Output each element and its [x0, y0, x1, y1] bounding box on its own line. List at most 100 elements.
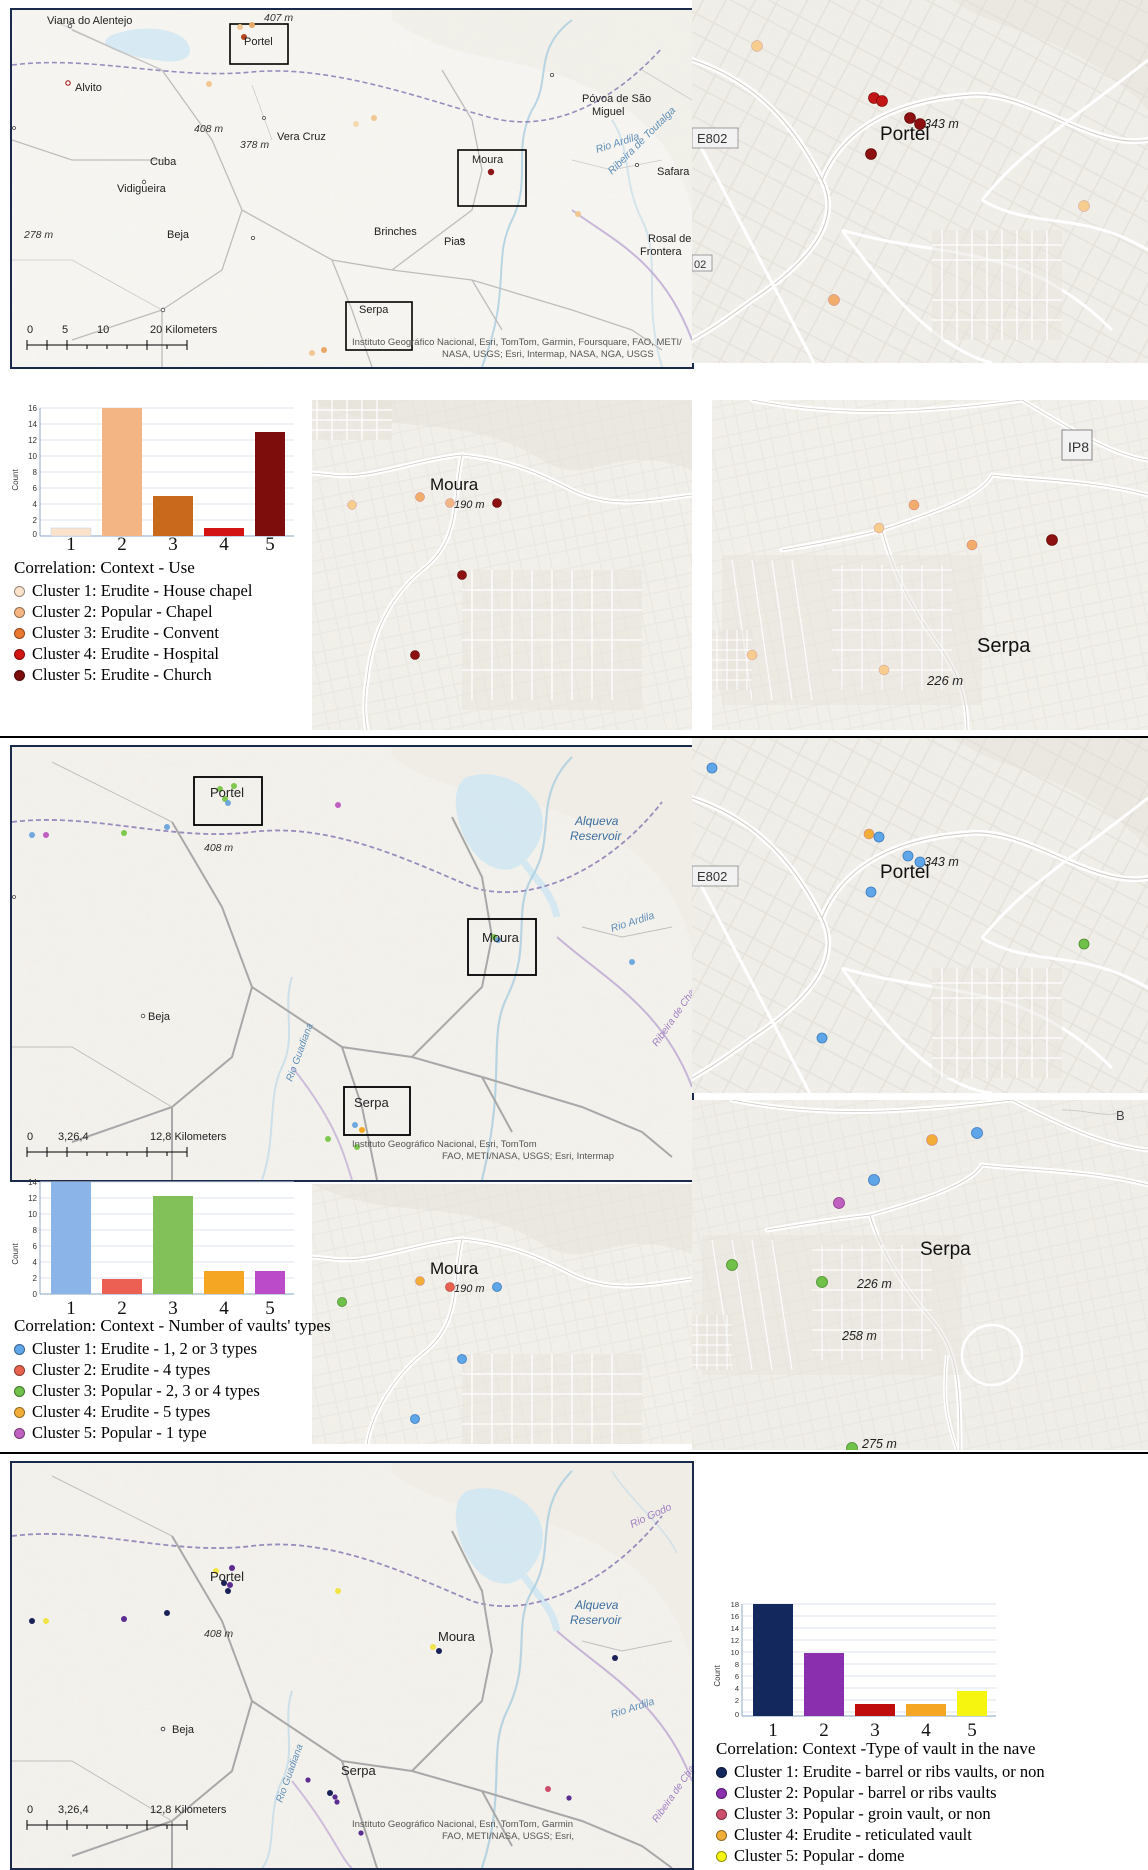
svg-text:4: 4 — [33, 500, 38, 509]
svg-text:Brinches: Brinches — [374, 226, 417, 238]
svg-text:Reservoir: Reservoir — [570, 1613, 622, 1627]
svg-text:20 Kilometers: 20 Kilometers — [150, 324, 218, 336]
svg-text:190 m: 190 m — [454, 1283, 485, 1295]
svg-text:Serpa: Serpa — [359, 304, 389, 316]
svg-text:408 m: 408 m — [204, 842, 233, 854]
svg-text:3,26,4: 3,26,4 — [58, 1131, 89, 1143]
svg-text:258 m: 258 m — [841, 1329, 877, 1343]
svg-text:12: 12 — [28, 436, 37, 445]
svg-text:3,26,4: 3,26,4 — [58, 1804, 89, 1816]
svg-text:IP8: IP8 — [1068, 439, 1089, 455]
svg-text:Cuba: Cuba — [150, 156, 177, 168]
svg-text:Pias: Pias — [444, 236, 466, 248]
svg-text:12: 12 — [28, 1194, 37, 1203]
svg-text:Portel: Portel — [210, 785, 244, 800]
svg-text:02: 02 — [694, 259, 706, 271]
svg-text:Portel: Portel — [210, 1569, 244, 1584]
svg-text:Alvito: Alvito — [75, 82, 102, 94]
svg-text:FAO, METI/NASA, USGS; Esri,: FAO, METI/NASA, USGS; Esri, — [442, 1831, 574, 1842]
svg-text:Alqueva: Alqueva — [574, 1598, 619, 1612]
svg-text:0: 0 — [27, 324, 33, 336]
svg-text:6: 6 — [33, 484, 38, 493]
svg-text:Count: Count — [11, 469, 20, 491]
svg-text:Póvoa de São: Póvoa de São — [582, 93, 651, 105]
svg-text:408 m: 408 m — [204, 1628, 233, 1640]
svg-text:4: 4 — [219, 534, 229, 550]
svg-text:Beja: Beja — [167, 229, 190, 241]
svg-text:16: 16 — [28, 404, 37, 413]
svg-text:FAO, METI/NASA, USGS; Esri, In: FAO, METI/NASA, USGS; Esri, Intermap — [442, 1151, 614, 1162]
svg-text:Instituto Geográfico Nacional,: Instituto Geográfico Nacional, Esri, Tom… — [352, 1139, 537, 1150]
svg-text:Count: Count — [11, 1243, 20, 1265]
svg-text:Serpa: Serpa — [920, 1239, 971, 1260]
svg-text:0: 0 — [33, 1290, 38, 1299]
svg-text:12: 12 — [731, 1636, 739, 1645]
svg-text:408 m: 408 m — [194, 123, 223, 135]
svg-text:278 m: 278 m — [23, 229, 53, 241]
svg-text:275 m: 275 m — [861, 1437, 897, 1450]
svg-text:Beja: Beja — [172, 1724, 195, 1736]
svg-text:Serpa: Serpa — [354, 1095, 389, 1110]
svg-text:0: 0 — [735, 1710, 739, 1719]
svg-text:Rosal de: Rosal de — [648, 233, 691, 245]
svg-text:Moura: Moura — [472, 154, 504, 166]
svg-text:0: 0 — [27, 1804, 33, 1816]
svg-text:Moura: Moura — [482, 930, 520, 945]
svg-text:378 m: 378 m — [240, 139, 269, 151]
svg-text:5: 5 — [62, 324, 68, 336]
svg-text:2: 2 — [735, 1696, 739, 1705]
svg-text:6: 6 — [735, 1672, 739, 1681]
svg-text:Serpa: Serpa — [977, 635, 1031, 657]
svg-text:190 m: 190 m — [454, 499, 485, 511]
svg-text:14: 14 — [28, 420, 37, 429]
svg-text:Viana do Alentejo: Viana do Alentejo — [47, 15, 132, 27]
svg-text:Safara: Safara — [657, 166, 690, 178]
svg-text:8: 8 — [735, 1660, 739, 1669]
svg-text:Vidigueira: Vidigueira — [117, 183, 167, 195]
svg-text:14: 14 — [731, 1624, 739, 1633]
svg-text:343 m: 343 m — [924, 855, 959, 869]
svg-text:343 m: 343 m — [924, 117, 959, 131]
svg-text:3: 3 — [870, 1720, 880, 1741]
svg-text:Instituto Geográfico Nacional,: Instituto Geográfico Nacional, Esri, Tom… — [352, 1819, 573, 1830]
svg-text:407 m: 407 m — [264, 12, 293, 24]
svg-text:E802: E802 — [697, 869, 727, 884]
svg-text:4: 4 — [33, 1258, 38, 1267]
svg-text:4: 4 — [735, 1684, 739, 1693]
svg-text:Instituto Geográfico Nacional,: Instituto Geográfico Nacional, Esri, Tom… — [352, 337, 682, 348]
svg-text:1: 1 — [66, 534, 76, 550]
svg-text:Beja: Beja — [148, 1011, 171, 1023]
svg-text:B: B — [1116, 1108, 1125, 1123]
svg-text:Moura: Moura — [430, 1259, 479, 1278]
svg-text:Portel: Portel — [244, 36, 273, 48]
svg-text:12,8 Kilometers: 12,8 Kilometers — [150, 1804, 227, 1816]
svg-text:0: 0 — [27, 1131, 33, 1143]
svg-text:5: 5 — [265, 534, 275, 550]
svg-text:2: 2 — [33, 516, 38, 525]
svg-text:Portel: Portel — [880, 862, 930, 883]
svg-text:2: 2 — [819, 1720, 829, 1741]
svg-text:4: 4 — [921, 1720, 931, 1741]
svg-text:16: 16 — [731, 1612, 739, 1621]
svg-text:6: 6 — [33, 1242, 38, 1251]
svg-text:Count: Count — [713, 1665, 722, 1687]
svg-text:14: 14 — [28, 1178, 37, 1187]
svg-text:NASA, USGS; Esri, Intermap, NA: NASA, USGS; Esri, Intermap, NASA, NGA, U… — [442, 349, 654, 360]
svg-text:1: 1 — [768, 1720, 778, 1741]
svg-text:12,8 Kilometers: 12,8 Kilometers — [150, 1131, 227, 1143]
svg-text:5: 5 — [967, 1720, 977, 1741]
svg-text:10: 10 — [97, 324, 109, 336]
svg-text:Frontera: Frontera — [640, 246, 682, 258]
svg-text:Portel: Portel — [880, 124, 930, 145]
svg-text:8: 8 — [33, 468, 38, 477]
svg-text:8: 8 — [33, 1226, 38, 1235]
svg-text:Vera Cruz: Vera Cruz — [277, 131, 326, 143]
svg-text:0: 0 — [33, 530, 38, 539]
svg-text:10: 10 — [28, 452, 37, 461]
svg-text:Miguel: Miguel — [592, 106, 624, 118]
svg-text:18: 18 — [731, 1600, 739, 1609]
svg-text:E802: E802 — [697, 131, 727, 146]
svg-text:226 m: 226 m — [856, 1277, 892, 1291]
svg-text:2: 2 — [33, 1274, 38, 1283]
svg-text:Alqueva: Alqueva — [574, 814, 619, 828]
